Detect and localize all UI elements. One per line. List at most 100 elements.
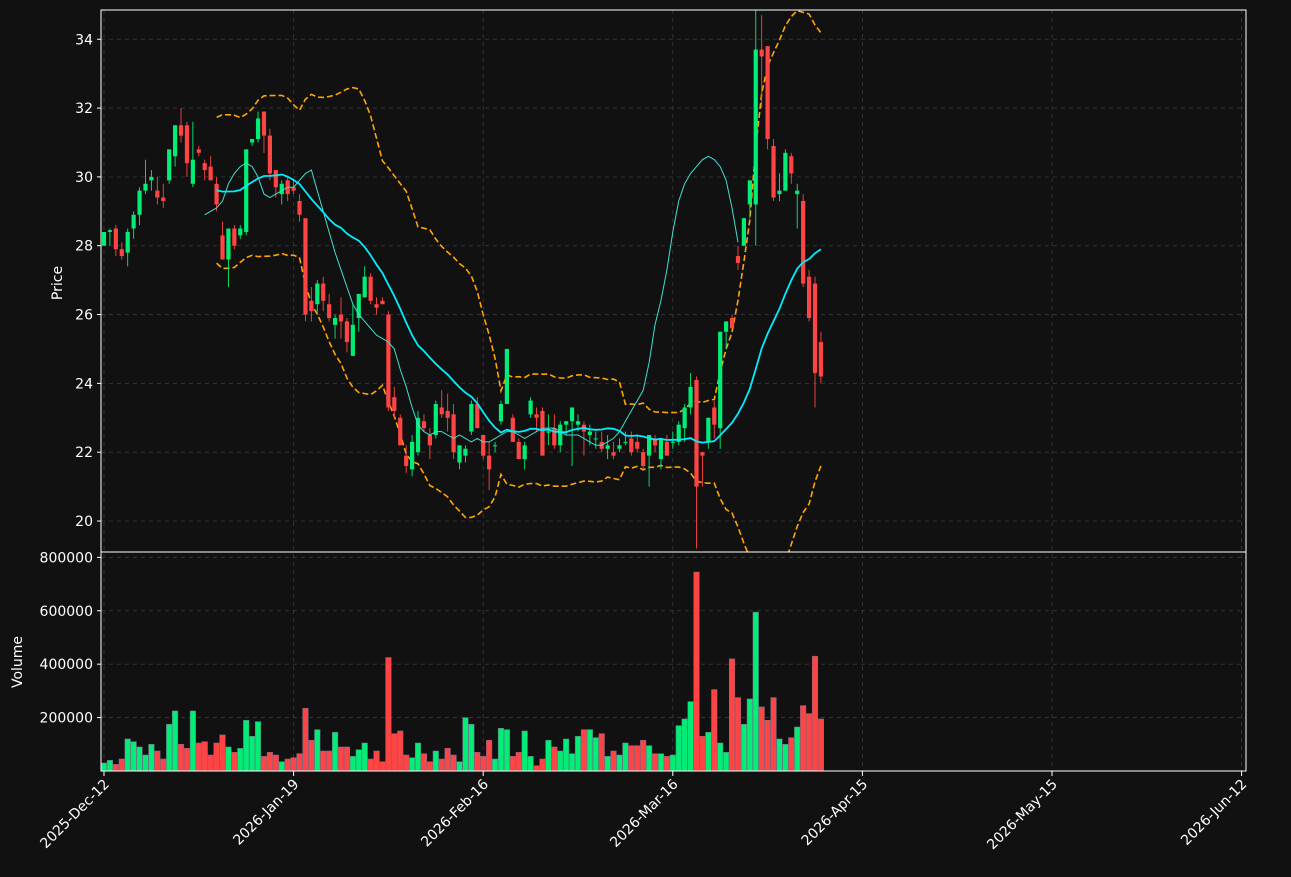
volume-tick-label: 800000 (40, 550, 93, 566)
volume-bar (172, 710, 179, 771)
volume-bar (497, 728, 505, 771)
volume-bar (717, 742, 724, 771)
volume-bar (817, 718, 824, 771)
volume-bar (101, 762, 108, 771)
volume-bar (746, 698, 753, 771)
candle-down (374, 304, 379, 308)
volume-bar (130, 741, 137, 771)
candle-up (332, 317, 338, 325)
candle-up (676, 424, 681, 442)
volume-bar (142, 754, 149, 771)
volume-bar (574, 736, 582, 771)
volume-bar (403, 754, 410, 771)
volume-panel-frame (100, 551, 1247, 772)
candle-up (457, 445, 462, 463)
volume-bar (349, 756, 356, 771)
volume-tick-label: 400000 (40, 657, 93, 673)
candle-down (273, 170, 278, 188)
sma-fast-line (204, 155, 739, 446)
candle-down (641, 452, 646, 466)
candle-up (173, 125, 178, 157)
volume-bar (480, 756, 487, 771)
volume-bar (343, 746, 350, 771)
candle-down (327, 304, 332, 318)
volume-bar (249, 736, 256, 771)
candle-down (552, 428, 557, 446)
volume-bar (397, 730, 404, 771)
candle-down (196, 149, 201, 153)
candle-up (546, 431, 551, 433)
candle-down (220, 235, 225, 260)
volume-bar (628, 745, 635, 771)
volume-bar (296, 753, 303, 771)
volume-bar (468, 724, 475, 771)
volume-bar (284, 758, 291, 771)
candle-up (279, 183, 284, 195)
volume-bar (640, 740, 647, 771)
candle-down (421, 421, 427, 429)
candle-down (267, 135, 272, 174)
volume-bar (219, 734, 226, 771)
volume-bar (154, 750, 161, 771)
candle-down (184, 125, 190, 164)
volume-bar (260, 756, 268, 771)
candle-down (818, 342, 824, 377)
candle-up (356, 293, 361, 318)
volume-bar (361, 742, 368, 771)
candle-down (161, 197, 166, 201)
candle-down (392, 397, 397, 411)
volume-bar (237, 748, 244, 771)
candle-up (753, 49, 758, 205)
volume-bar (444, 748, 451, 771)
candle-up (315, 283, 320, 305)
candle-up (107, 230, 113, 232)
candle-down (451, 414, 456, 453)
volume-bar (563, 738, 570, 771)
candle-up (558, 424, 563, 446)
candle-down (806, 276, 812, 318)
candle-down (178, 125, 184, 136)
candle-down (208, 166, 213, 181)
candle-up (647, 434, 652, 456)
candle-down (664, 441, 669, 456)
candle-up (143, 183, 148, 191)
volume-bar (687, 701, 694, 771)
volume-bar (758, 706, 765, 771)
candle-up (255, 118, 261, 140)
candle-down (475, 404, 480, 429)
candle-up (777, 190, 782, 195)
candle-down (303, 218, 308, 315)
candle-up (528, 400, 533, 415)
candle-up (564, 421, 569, 425)
candle-up (706, 417, 711, 442)
volume-bar (663, 756, 670, 771)
volume-bar (367, 758, 374, 771)
volume-bar (776, 738, 783, 771)
candle-up (137, 190, 142, 215)
candle-up (783, 152, 788, 191)
volume-bar (474, 752, 481, 771)
candle-down (380, 300, 385, 305)
volume-bar (723, 752, 730, 771)
volume-bar (373, 750, 380, 771)
volume-bar (770, 697, 777, 771)
candle-down (119, 249, 124, 257)
volume-bar (586, 729, 593, 771)
volume-bar (752, 611, 759, 771)
volume-bar (332, 732, 339, 771)
candle-up (617, 445, 622, 449)
volume-bar (379, 761, 386, 771)
volume-bar (492, 758, 499, 771)
candle-down (534, 414, 539, 418)
candle-up (492, 445, 498, 447)
candle-down (427, 434, 432, 446)
volume-bar (734, 697, 742, 771)
volume-bar (462, 717, 469, 771)
candle-down (516, 441, 521, 460)
candle-down (321, 283, 326, 301)
volume-bar (740, 724, 747, 771)
candle-up (250, 139, 255, 143)
grid-layer (101, 10, 1246, 771)
volume-bar (308, 740, 315, 771)
candle-down (652, 438, 658, 446)
